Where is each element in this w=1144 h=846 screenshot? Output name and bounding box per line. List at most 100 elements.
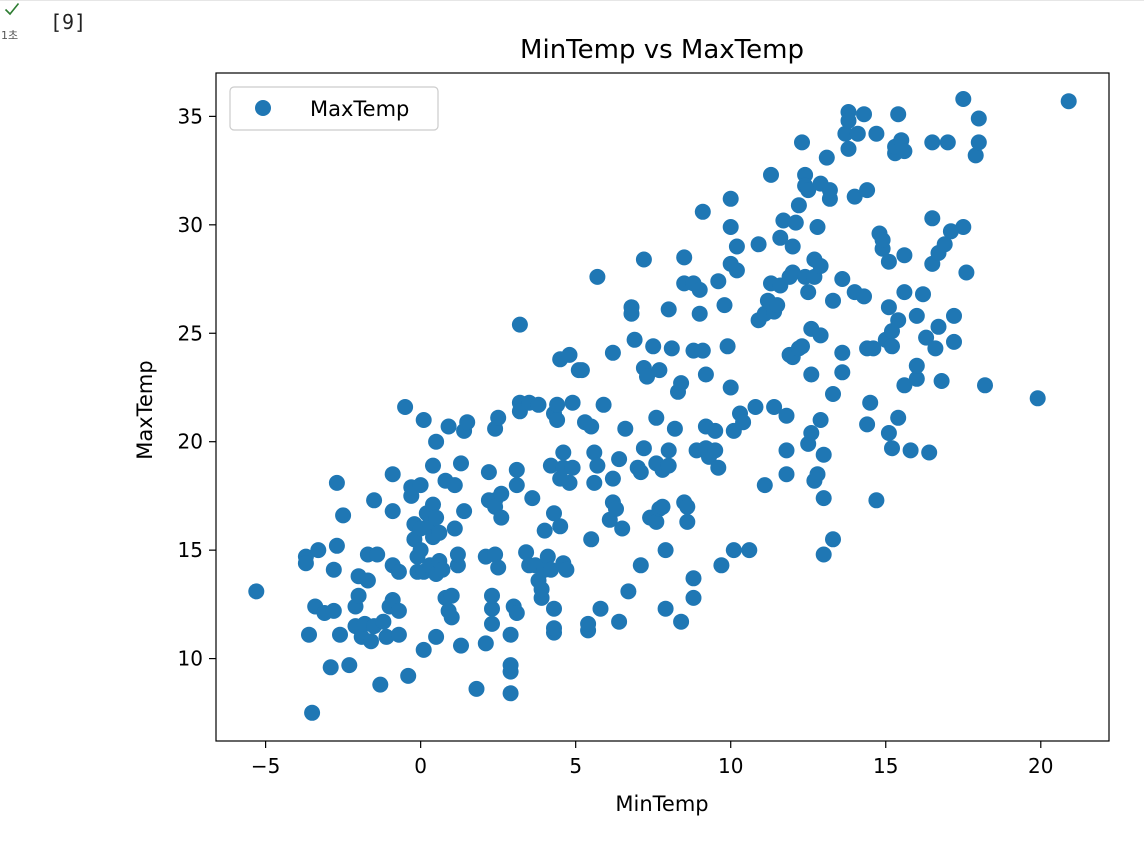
data-point: [484, 600, 500, 617]
x-tick-label: 10: [718, 754, 743, 778]
data-point: [970, 134, 987, 151]
data-point: [493, 485, 510, 502]
data-point: [685, 589, 702, 606]
data-point: [453, 455, 469, 472]
data-point: [304, 704, 321, 721]
data-point: [546, 600, 562, 617]
x-tick-label: −5: [251, 754, 280, 778]
data-point: [480, 464, 497, 481]
data-point: [415, 641, 432, 658]
data-point: [558, 561, 575, 578]
data-point: [384, 503, 401, 520]
data-point: [741, 542, 758, 559]
data-point: [415, 412, 432, 428]
data-point: [815, 490, 832, 507]
data-point: [880, 299, 897, 316]
data-point: [939, 134, 956, 151]
data-point: [449, 546, 466, 563]
data-point: [484, 587, 500, 604]
data-point: [468, 680, 485, 697]
data-point: [648, 513, 665, 530]
data-point: [766, 399, 783, 415]
x-tick-label: 20: [1028, 754, 1053, 778]
data-point: [859, 182, 876, 199]
data-point: [366, 492, 383, 509]
data-point: [617, 420, 634, 437]
data-point: [434, 561, 451, 578]
data-point: [400, 667, 417, 684]
data-point: [722, 190, 739, 207]
data-point: [722, 379, 739, 396]
data-point: [896, 143, 913, 160]
legend-label: MaxTemp: [310, 97, 409, 121]
plot-frame: [215, 72, 1110, 742]
data-point: [657, 600, 674, 617]
data-point: [756, 477, 773, 494]
y-axis-label: MaxTemp: [133, 360, 157, 459]
data-point: [539, 548, 556, 565]
data-point: [955, 91, 972, 107]
data-point: [332, 626, 348, 643]
data-point: [446, 477, 463, 494]
data-point: [1060, 93, 1077, 110]
data-point: [595, 396, 612, 413]
data-point: [946, 333, 962, 350]
data-point: [707, 422, 724, 439]
data-point: [477, 635, 494, 652]
data-point: [583, 418, 600, 435]
data-point: [359, 572, 376, 589]
data-point: [446, 520, 463, 537]
data-point: [728, 238, 745, 255]
data-point: [884, 338, 900, 355]
data-point: [725, 542, 742, 559]
data-point: [915, 286, 931, 303]
data-point: [908, 307, 925, 324]
data-point: [673, 375, 690, 392]
data-point: [735, 414, 752, 431]
data-point: [787, 214, 804, 231]
data-point: [1029, 390, 1046, 407]
data-point: [825, 386, 841, 402]
data-point: [508, 461, 525, 478]
data-point: [713, 557, 730, 574]
x-axis: −5 0 5 10 15 20: [251, 741, 1054, 778]
data-point: [608, 500, 624, 517]
data-point: [918, 329, 935, 346]
data-point: [632, 557, 649, 574]
data-point: [970, 110, 987, 127]
data-point: [487, 546, 504, 563]
data-point: [654, 498, 671, 515]
data-point: [325, 561, 342, 578]
data-point: [794, 134, 810, 151]
data-point: [412, 542, 429, 559]
data-point: [837, 125, 854, 142]
data-point: [803, 366, 820, 383]
x-tick-label: 5: [569, 754, 582, 778]
data-point: [428, 509, 445, 526]
legend-box: [229, 86, 439, 131]
data-point: [322, 659, 339, 676]
data-point: [679, 498, 696, 515]
data-point: [443, 609, 460, 626]
data-point: [620, 583, 637, 600]
data-point: [666, 420, 683, 437]
data-point: [390, 626, 407, 643]
data-point: [378, 628, 395, 645]
data-point: [856, 106, 872, 123]
y-tick-label: 30: [178, 213, 203, 237]
data-point: [614, 520, 631, 537]
data-point: [428, 433, 445, 450]
data-point: [583, 531, 600, 548]
data-point: [908, 370, 925, 387]
data-point: [710, 273, 727, 290]
data-point: [825, 292, 841, 309]
data-point: [310, 542, 327, 559]
data-point: [880, 253, 897, 270]
data-point: [815, 546, 832, 563]
data-point: [443, 587, 460, 604]
data-point: [880, 425, 897, 441]
data-point: [896, 284, 913, 301]
data-point: [924, 210, 941, 227]
data-point: [589, 457, 606, 474]
y-axis: 10 15 20 25 30 35: [178, 104, 216, 671]
